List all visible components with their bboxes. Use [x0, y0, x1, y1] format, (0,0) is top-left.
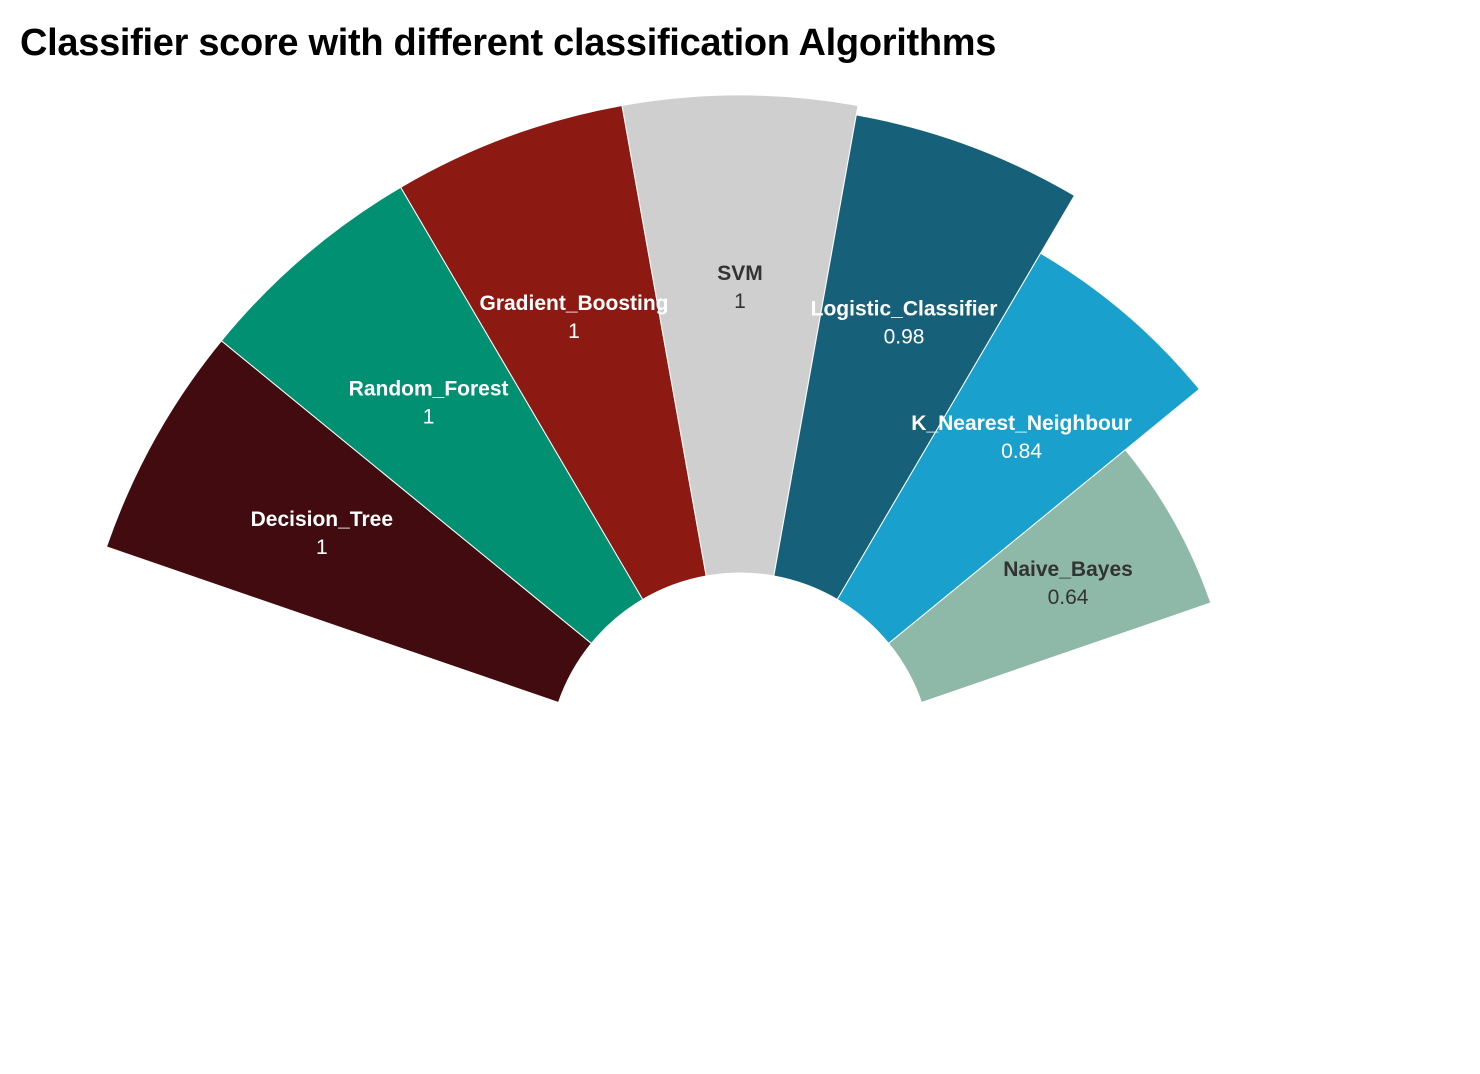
- segment-value-label: 1: [734, 290, 746, 313]
- segment-random-forest[interactable]: [220, 186, 644, 645]
- segment-value-label: 0.98: [884, 325, 925, 348]
- segment-label: K_Nearest_Neighbour: [911, 412, 1132, 435]
- labels-layer: Decision_Tree 1 Random_Forest 1 Gradient_Boo…: [251, 262, 1133, 609]
- segment-k-nearest-neighbour[interactable]: [836, 252, 1201, 645]
- segment-value-label: 0.64: [1048, 586, 1089, 609]
- segment-label: Logistic_Classifier: [811, 297, 998, 320]
- segment-gradient-boosting[interactable]: [399, 104, 707, 601]
- segment-svm[interactable]: [621, 94, 859, 577]
- segment-value-label: 0.84: [1001, 440, 1042, 463]
- segment-logistic-classifier[interactable]: [773, 114, 1076, 601]
- segment-value-label: 1: [423, 405, 435, 428]
- chart-title: Classifier score with different classifi…: [20, 22, 997, 64]
- segments-layer: [105, 94, 1212, 704]
- segment-label: Decision_Tree: [251, 508, 393, 531]
- segment-label: SVM: [717, 262, 763, 285]
- segment-value-label: 1: [568, 320, 580, 343]
- segment-naive-bayes[interactable]: [887, 449, 1212, 704]
- segment-decision-tree[interactable]: [105, 340, 593, 704]
- segment-label: Random_Forest: [349, 377, 509, 400]
- segment-value-label: 1: [316, 536, 328, 559]
- segment-label: Gradient_Boosting: [479, 292, 668, 315]
- segment-label: Naive_Bayes: [1003, 558, 1133, 581]
